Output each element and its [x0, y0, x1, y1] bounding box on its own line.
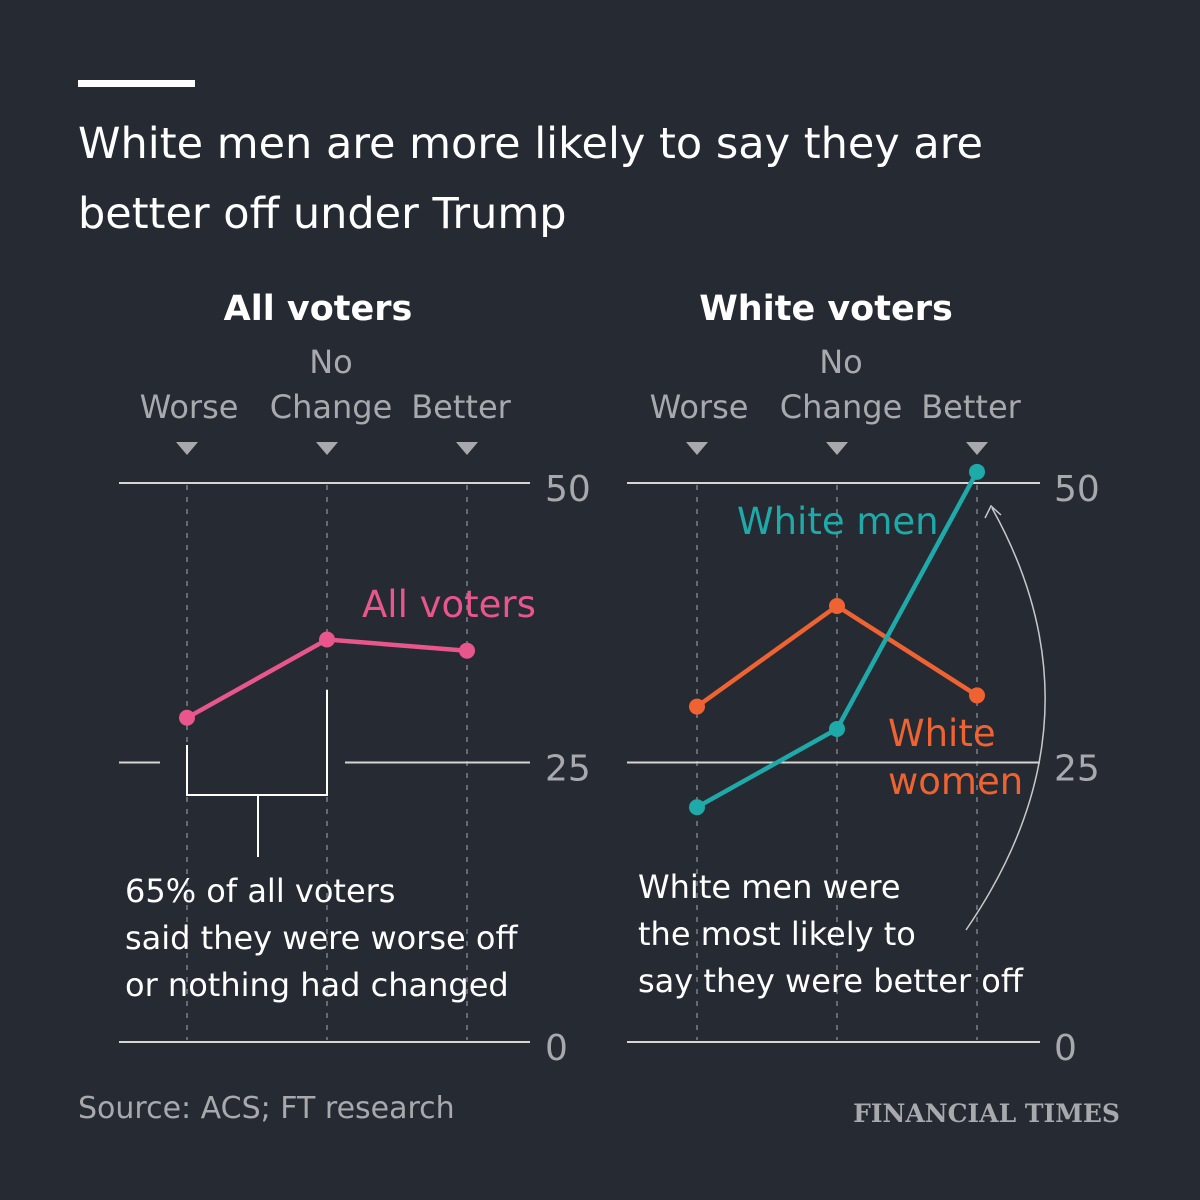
- ft-logo: FINANCIAL TIMES: [853, 1099, 1120, 1128]
- down-arrow-icon: [966, 442, 988, 455]
- data-point: [969, 463, 985, 480]
- data-point: [829, 720, 845, 737]
- annotation-arrow: [965, 507, 1046, 931]
- data-point: [459, 642, 475, 659]
- y-tick-label: 0: [545, 1028, 568, 1069]
- panel-all-voters: All voters Worse No Change Better 50 25 0 65% of…: [119, 289, 591, 1069]
- category-label: Worse: [140, 388, 239, 426]
- down-arrow-icon: [316, 442, 338, 455]
- annotation-text: 65% of all voters: [125, 872, 395, 910]
- annotation-bracket: [186, 690, 328, 857]
- chart-title-line-2: better off under Trump: [78, 189, 567, 239]
- category-label: No: [309, 343, 353, 381]
- y-tick-label: 25: [1054, 749, 1100, 790]
- data-point: [689, 698, 705, 715]
- series-label-white-women: White: [888, 712, 996, 755]
- down-arrow-icon: [456, 442, 478, 455]
- y-tick-label: 50: [545, 469, 591, 510]
- annotation-text: said they were worse off: [125, 919, 518, 957]
- data-point: [179, 709, 195, 726]
- category-label: Change: [780, 388, 903, 426]
- annotation-text: White men were: [638, 868, 901, 906]
- data-point: [689, 799, 705, 816]
- series-label-all-voters: All voters: [362, 583, 536, 626]
- panel-white-voters: White voters Worse No Change Better 50 25 0 Whit…: [627, 289, 1100, 1069]
- data-point: [829, 597, 845, 614]
- y-tick-label: 50: [1054, 469, 1100, 510]
- data-point: [969, 687, 985, 704]
- down-arrow-icon: [176, 442, 198, 455]
- series-label-white-men: White men: [737, 500, 939, 543]
- down-arrow-icon: [826, 442, 848, 455]
- annotation-text: or nothing had changed: [125, 966, 509, 1004]
- panel-title: White voters: [699, 289, 953, 329]
- chart-title-line-1: White men are more likely to say they ar…: [78, 119, 983, 169]
- category-label: Better: [921, 388, 1021, 426]
- y-tick-label: 0: [1054, 1028, 1077, 1069]
- series-label-white-women: women: [888, 760, 1023, 803]
- category-label: No: [819, 343, 863, 381]
- arrowhead-icon: [984, 504, 1002, 519]
- category-label: Better: [411, 388, 511, 426]
- annotation-text: say they were better off: [638, 962, 1024, 1000]
- category-label: Worse: [650, 388, 749, 426]
- data-point: [319, 631, 335, 648]
- y-tick-label: 25: [545, 749, 591, 790]
- down-arrow-icon: [686, 442, 708, 455]
- source-note: Source: ACS; FT research: [78, 1091, 455, 1126]
- category-label: Change: [270, 388, 393, 426]
- panel-title: All voters: [224, 289, 413, 329]
- title-rule: [78, 80, 195, 87]
- annotation-text: the most likely to: [638, 915, 916, 953]
